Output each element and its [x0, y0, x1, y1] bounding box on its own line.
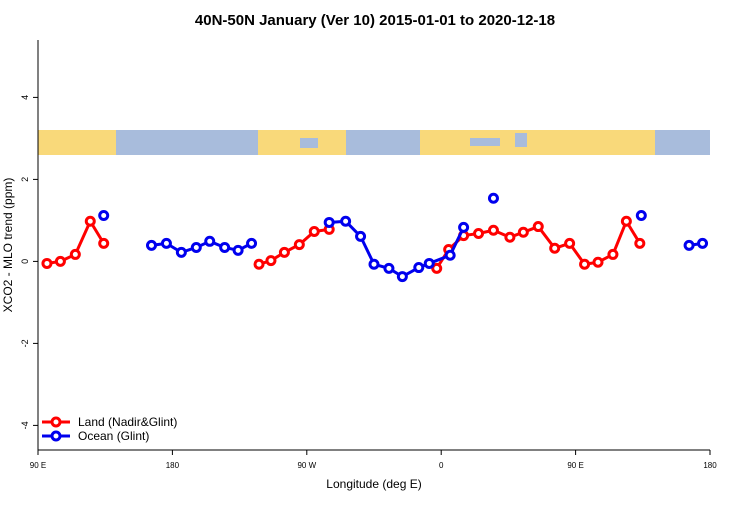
point [517, 226, 529, 238]
legend-label: Ocean (Glint) [78, 429, 149, 443]
point [265, 255, 277, 267]
point [444, 249, 456, 261]
y-tick-label: 4 [20, 95, 30, 100]
point [219, 241, 231, 253]
point [504, 231, 516, 243]
point [232, 244, 244, 256]
point [413, 262, 425, 274]
map-land [38, 130, 116, 155]
point [98, 237, 110, 249]
point [246, 237, 258, 249]
point [431, 262, 443, 274]
point [355, 230, 367, 242]
point [532, 221, 544, 233]
x-tick-label: 0 [439, 461, 444, 470]
point [253, 258, 265, 270]
point [293, 239, 305, 251]
x-tick-label: 180 [703, 461, 717, 470]
point [175, 246, 187, 258]
legend-marker [50, 416, 62, 428]
point [423, 257, 435, 269]
legend-label: Land (Nadir&Glint) [78, 415, 177, 429]
point [473, 228, 485, 240]
point [697, 237, 709, 249]
chart-title: 40N-50N January (Ver 10) 2015-01-01 to 2… [195, 12, 555, 29]
point [323, 216, 335, 228]
point [308, 225, 320, 237]
point [340, 215, 352, 227]
point [278, 246, 290, 258]
point [41, 257, 53, 269]
y-tick-label: -2 [20, 339, 30, 347]
x-tick-label: 180 [166, 461, 180, 470]
y-tick-label: 0 [20, 259, 30, 264]
map-land [420, 130, 655, 155]
point [84, 215, 96, 227]
x-tick-label: 90 E [30, 461, 46, 470]
point [54, 255, 66, 267]
point [98, 209, 110, 221]
map-lake [300, 138, 318, 148]
map-sea [470, 138, 500, 146]
point [160, 237, 172, 249]
point [145, 239, 157, 251]
point [69, 248, 81, 260]
x-tick-label: 90 E [567, 461, 583, 470]
point [487, 192, 499, 204]
legend-marker [50, 430, 62, 442]
point [635, 209, 647, 221]
x-axis-label: Longitude (deg E) [326, 477, 421, 491]
x-tick-label: 90 W [297, 461, 316, 470]
point [204, 235, 216, 247]
point [190, 241, 202, 253]
y-tick-label: 2 [20, 177, 30, 182]
point [383, 262, 395, 274]
point [620, 215, 632, 227]
y-tick-label: -4 [20, 421, 30, 429]
map-sea [515, 133, 527, 147]
y-axis-label: XCO2 - MLO trend (ppm) [1, 178, 15, 313]
point [607, 248, 619, 260]
point [458, 221, 470, 233]
point [592, 256, 604, 268]
point [683, 239, 695, 251]
point [368, 258, 380, 270]
point [564, 237, 576, 249]
point [549, 242, 561, 254]
point [396, 271, 408, 283]
point [579, 258, 591, 270]
point [487, 224, 499, 236]
point [634, 237, 646, 249]
map-band [38, 130, 710, 155]
